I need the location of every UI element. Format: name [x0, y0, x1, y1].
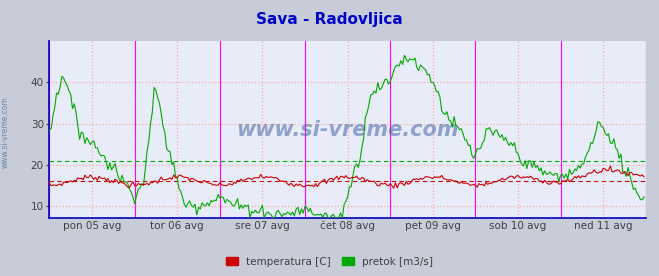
Text: www.si-vreme.com: www.si-vreme.com — [1, 97, 10, 168]
Text: Sava - Radovljica: Sava - Radovljica — [256, 12, 403, 27]
Legend: temperatura [C], pretok [m3/s]: temperatura [C], pretok [m3/s] — [221, 253, 438, 271]
Text: www.si-vreme.com: www.si-vreme.com — [237, 120, 459, 140]
